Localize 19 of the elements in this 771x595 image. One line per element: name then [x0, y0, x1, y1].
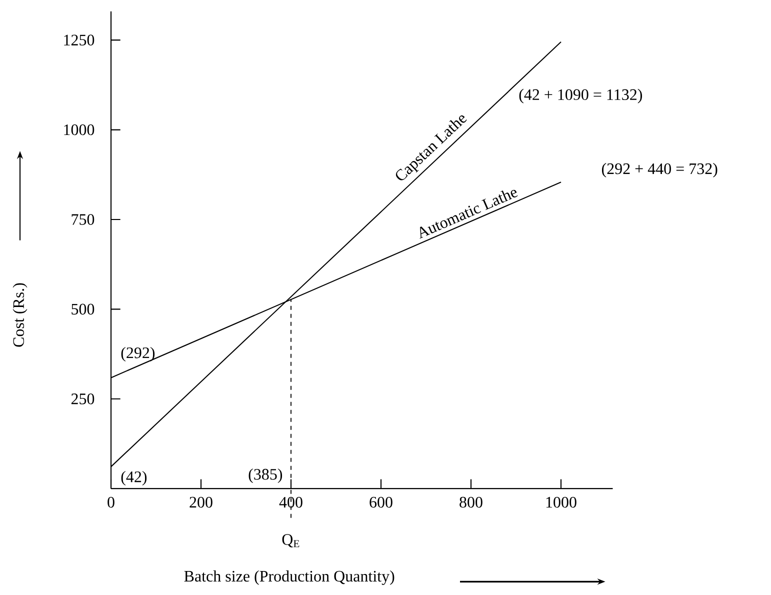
annotation: (42): [121, 470, 147, 486]
annotation: (292): [121, 346, 155, 362]
annotation: (42 + 1090 = 1132): [519, 88, 642, 104]
x-tick-label: 400: [279, 496, 302, 508]
y-tick-label: 1250: [64, 34, 94, 46]
x-axis-title: Batch size (Production Quantity): [184, 570, 394, 585]
ref-line-label: Q$_{E}$: [282, 534, 300, 548]
y-tick-label: 250: [71, 393, 94, 404]
y-tick-label: 1000: [64, 124, 94, 136]
x-tick-label: 0: [108, 496, 114, 508]
x-tick-label: 200: [190, 496, 212, 508]
y-tick-label: 500: [72, 304, 94, 315]
x-tick-label: 1000: [546, 496, 576, 508]
x-tick-label: 600: [370, 496, 392, 508]
annotation: (292 + 440 = 732): [602, 162, 718, 178]
y-axis-title: Cost (Rs.): [12, 283, 28, 347]
annotation: (385): [248, 468, 282, 483]
x-tick-label: 800: [460, 496, 482, 508]
y-tick-label: 750: [72, 214, 94, 225]
